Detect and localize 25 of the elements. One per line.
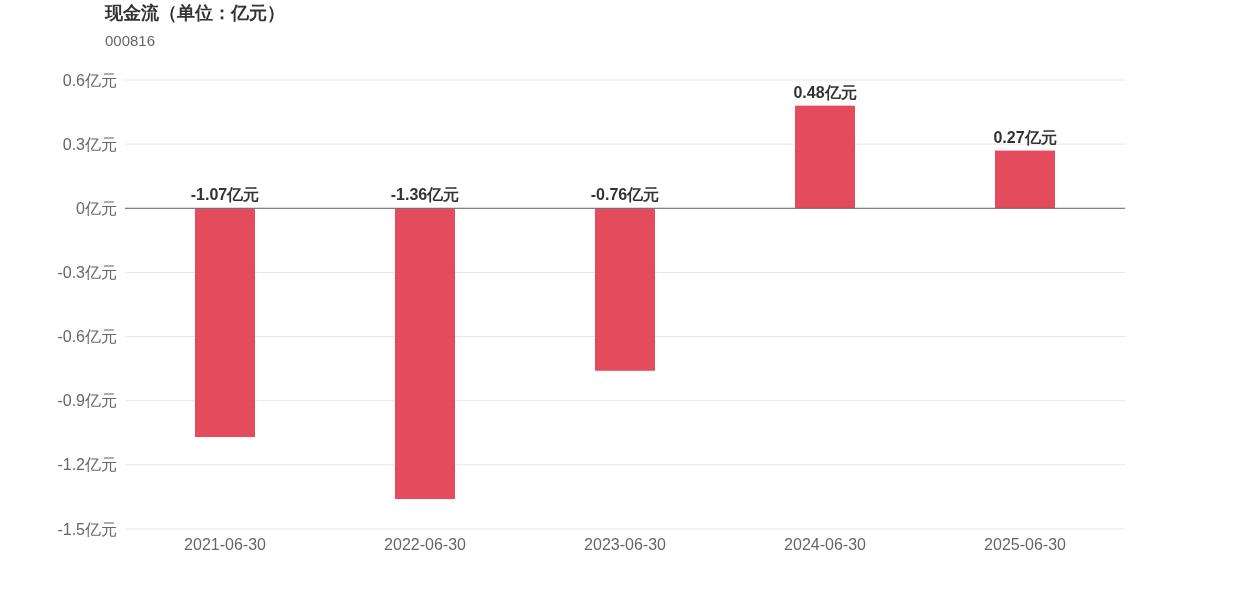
x-tick-label: 2023-06-30	[584, 536, 667, 553]
y-tick-label: -0.3亿元	[57, 264, 117, 282]
bar	[995, 150, 1055, 209]
data-label: 0.48亿元	[793, 83, 857, 101]
y-tick-label: -0.9亿元	[57, 392, 117, 410]
y-tick-label: 0.3亿元	[62, 135, 117, 153]
x-tick-label: 2025-06-30	[984, 536, 1067, 553]
bar	[795, 105, 855, 209]
chart-subtitle: 000816	[105, 32, 156, 49]
x-tick-label: 2022-06-30	[384, 536, 467, 553]
data-label: -0.76亿元	[590, 186, 660, 204]
y-tick-label: -0.6亿元	[57, 328, 117, 346]
data-label: -1.07亿元	[190, 186, 260, 204]
data-label: 0.27亿元	[993, 128, 1057, 146]
bar	[595, 208, 655, 371]
bar	[195, 208, 255, 438]
y-tick-label: -1.2亿元	[57, 456, 117, 474]
chart-title: 现金流（单位：亿元）	[104, 3, 285, 23]
y-tick-label: -1.5亿元	[57, 520, 117, 538]
y-tick-label: 0.6亿元	[62, 71, 117, 89]
x-tick-label: 2024-06-30	[784, 536, 867, 553]
bar	[395, 208, 455, 500]
y-tick-label: 0亿元	[76, 199, 117, 217]
x-tick-label: 2021-06-30	[184, 536, 267, 553]
data-label: -1.36亿元	[390, 186, 460, 204]
